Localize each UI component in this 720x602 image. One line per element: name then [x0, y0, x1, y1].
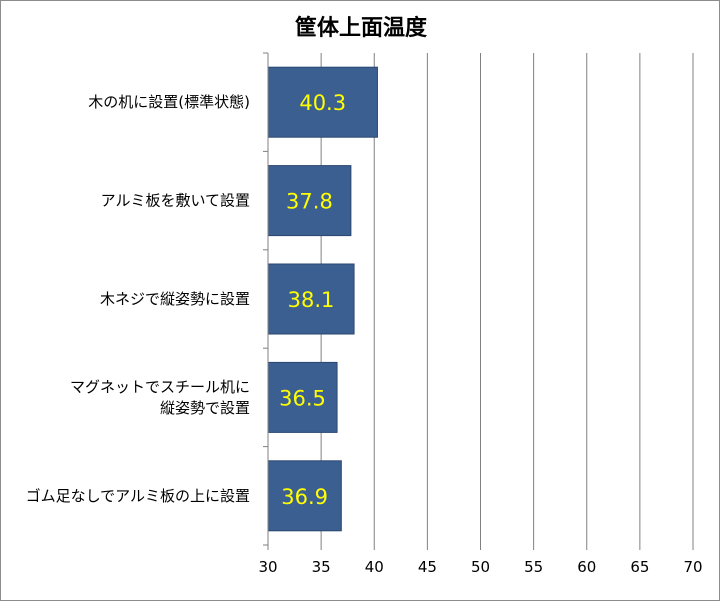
- x-tick-label: 40: [365, 558, 384, 576]
- x-tick-label: 65: [630, 558, 649, 576]
- bar: [267, 460, 342, 532]
- category-label: 木ネジで縦姿勢に設置: [100, 290, 250, 308]
- category-label: マグネットでスチール机に: [70, 378, 250, 396]
- data-label: 36.9: [281, 485, 328, 509]
- category-label: ゴム足なしでアルミ板の上に設置: [26, 487, 250, 505]
- category-label: 縦姿勢で設置: [160, 399, 250, 417]
- data-label: 38.1: [288, 288, 335, 312]
- x-tick-label: 70: [683, 558, 702, 576]
- bar: [267, 361, 338, 433]
- category-label: 木の机に設置(標準状態): [88, 93, 250, 111]
- bar: [267, 263, 355, 335]
- data-label: 36.5: [279, 386, 326, 410]
- x-tick-label: 30: [258, 558, 277, 576]
- data-label: 37.8: [286, 190, 333, 214]
- bar: [267, 66, 378, 138]
- x-tick-label: 50: [471, 558, 490, 576]
- chart-title: 筐体上面温度: [295, 15, 428, 41]
- axes: [263, 52, 694, 550]
- labels: 30 35 40 45 50 55 60 65 70 40.3 木の机に設置(標準状態) 37.8 アル…: [26, 91, 703, 576]
- x-tick-label: 60: [577, 558, 596, 576]
- data-label: 40.3: [299, 91, 346, 115]
- x-tick-label: 35: [312, 558, 331, 576]
- bars: [267, 66, 378, 532]
- category-label: アルミ板を敷いて設置: [101, 192, 250, 210]
- x-tick-label: 55: [524, 558, 543, 576]
- x-tick-label: 45: [418, 558, 437, 576]
- bar: [267, 165, 352, 237]
